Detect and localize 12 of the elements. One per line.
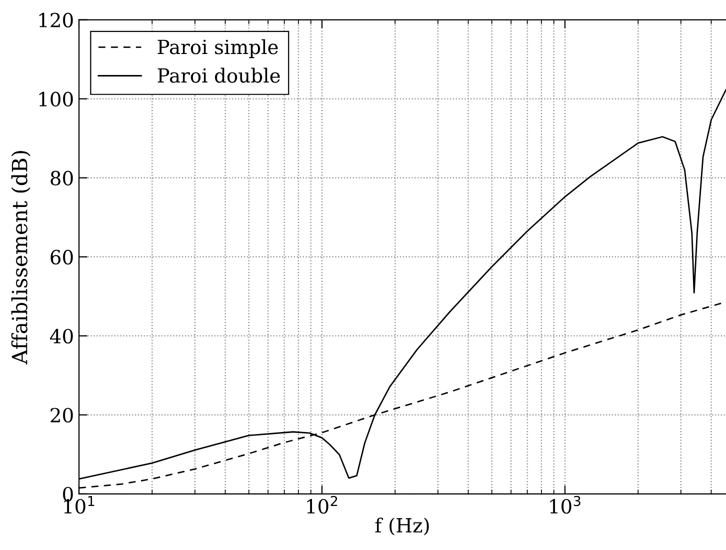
y-axis-title: Affaiblissement (dB): [11, 151, 30, 364]
x-tick-label: 10$^{3}$: [550, 496, 580, 514]
y-tick-label: 40: [50, 328, 73, 344]
x-axis-title: f (Hz): [375, 518, 429, 536]
y-tick-label: 100: [39, 92, 73, 106]
y-tick-label: 80: [50, 170, 73, 186]
legend-label: Paroi double: [158, 68, 280, 83]
y-tick-label: 20: [50, 408, 73, 423]
x-tick-label: 10$^{2}$: [307, 496, 338, 514]
legend-label: Paroi simple: [158, 39, 278, 58]
y-tick-label: 60: [50, 250, 73, 265]
y-tick-label: 120: [39, 12, 73, 28]
